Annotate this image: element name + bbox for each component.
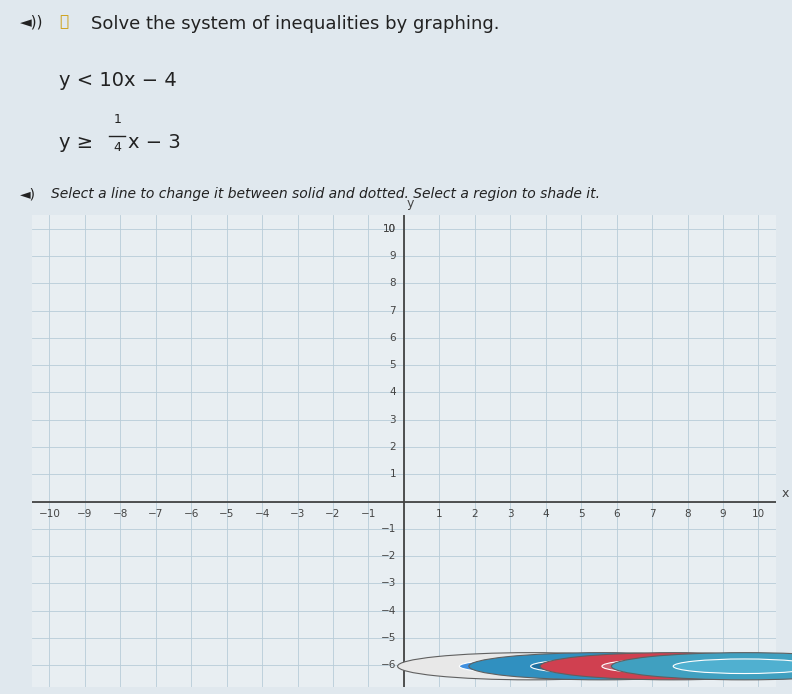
Text: 4: 4 bbox=[543, 509, 549, 519]
Text: ◄): ◄) bbox=[20, 187, 36, 201]
Text: 4: 4 bbox=[390, 387, 396, 398]
Text: 8: 8 bbox=[684, 509, 691, 519]
Text: y: y bbox=[406, 196, 414, 210]
Text: 3: 3 bbox=[390, 415, 396, 425]
Text: 9: 9 bbox=[390, 251, 396, 261]
Text: 7: 7 bbox=[390, 305, 396, 316]
Text: 1: 1 bbox=[113, 113, 121, 126]
Text: −2: −2 bbox=[326, 509, 341, 519]
Circle shape bbox=[469, 652, 735, 680]
Text: 2: 2 bbox=[471, 509, 478, 519]
Text: Select a line to change it between solid and dotted. Select a region to shade it: Select a line to change it between solid… bbox=[51, 187, 600, 201]
Text: x: x bbox=[782, 487, 789, 500]
Text: 字: 字 bbox=[59, 15, 69, 30]
Text: −6: −6 bbox=[184, 509, 199, 519]
Text: 5: 5 bbox=[578, 509, 584, 519]
Text: 8: 8 bbox=[390, 278, 396, 288]
Text: −9: −9 bbox=[77, 509, 93, 519]
Text: 3: 3 bbox=[507, 509, 513, 519]
Text: 1: 1 bbox=[390, 469, 396, 480]
Text: −6: −6 bbox=[381, 660, 396, 670]
Text: 2: 2 bbox=[390, 442, 396, 452]
Circle shape bbox=[602, 659, 744, 673]
Circle shape bbox=[459, 659, 602, 673]
Text: −5: −5 bbox=[381, 633, 396, 643]
Text: −4: −4 bbox=[381, 606, 396, 616]
Text: −8: −8 bbox=[112, 509, 128, 519]
Circle shape bbox=[398, 652, 664, 680]
Text: x − 3: x − 3 bbox=[128, 133, 181, 152]
Text: y ≥: y ≥ bbox=[59, 133, 100, 152]
Text: 10: 10 bbox=[383, 223, 396, 234]
Text: −10: −10 bbox=[39, 509, 60, 519]
Text: 10: 10 bbox=[752, 509, 765, 519]
Text: 6: 6 bbox=[390, 333, 396, 343]
Text: −2: −2 bbox=[381, 551, 396, 561]
Text: −3: −3 bbox=[290, 509, 305, 519]
Text: ◄)): ◄)) bbox=[20, 15, 44, 30]
Circle shape bbox=[673, 659, 792, 673]
Text: 10: 10 bbox=[383, 223, 396, 234]
Text: 4: 4 bbox=[113, 141, 121, 153]
Text: 1: 1 bbox=[436, 509, 443, 519]
Circle shape bbox=[531, 659, 673, 673]
Text: 5: 5 bbox=[390, 360, 396, 370]
Text: Solve the system of inequalities by graphing.: Solve the system of inequalities by grap… bbox=[91, 15, 500, 33]
Text: −5: −5 bbox=[219, 509, 234, 519]
Text: y < 10x − 4: y < 10x − 4 bbox=[59, 71, 177, 90]
Text: −3: −3 bbox=[381, 578, 396, 589]
Text: 7: 7 bbox=[649, 509, 656, 519]
Text: −1: −1 bbox=[361, 509, 376, 519]
Circle shape bbox=[611, 652, 792, 680]
Text: 9: 9 bbox=[720, 509, 726, 519]
Text: −4: −4 bbox=[254, 509, 270, 519]
Circle shape bbox=[540, 652, 792, 680]
Text: 6: 6 bbox=[613, 509, 620, 519]
Text: −1: −1 bbox=[381, 524, 396, 534]
Text: −7: −7 bbox=[148, 509, 163, 519]
